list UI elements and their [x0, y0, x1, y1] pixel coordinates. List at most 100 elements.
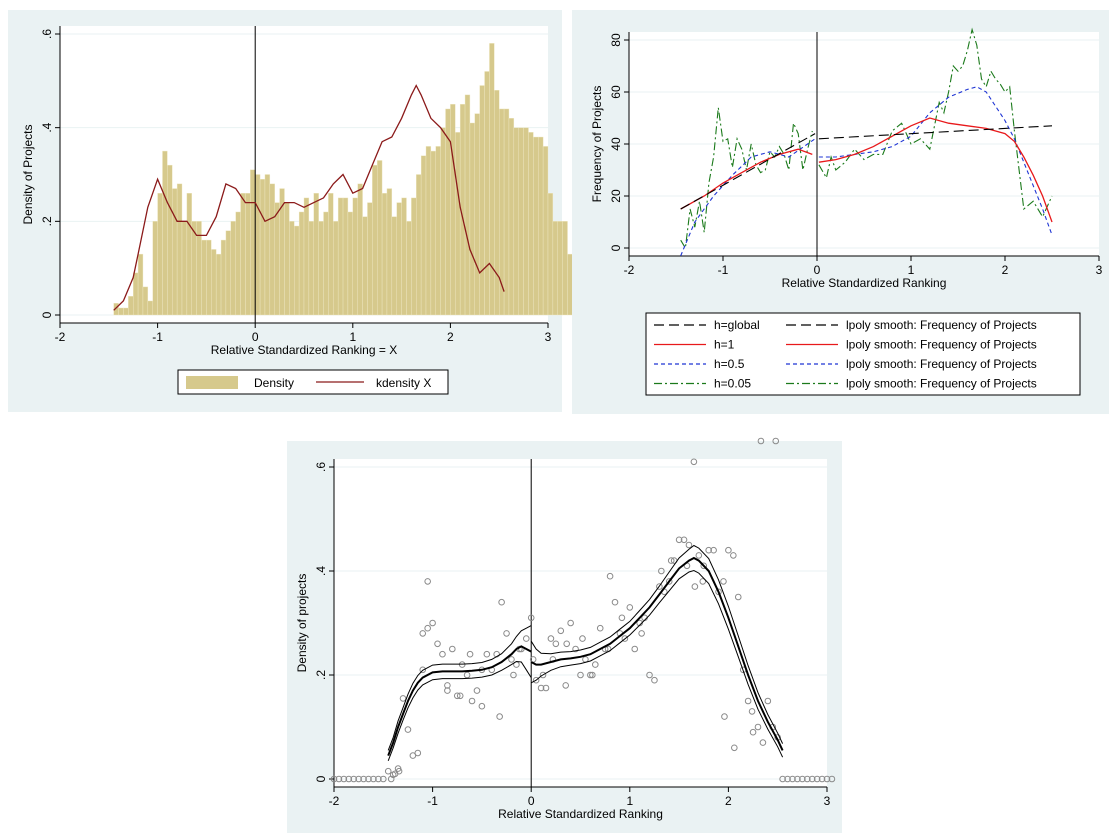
histogram-bar	[318, 221, 324, 316]
histogram-bar	[333, 221, 339, 316]
scatter-point	[596, 624, 604, 632]
histogram-bar	[542, 146, 549, 316]
scatter-point	[591, 661, 599, 668]
histogram-bar	[294, 225, 300, 316]
histogram-bar	[201, 239, 207, 316]
scatter-point	[734, 593, 742, 601]
scatter-point	[453, 692, 461, 700]
scatter-point	[404, 726, 412, 733]
histogram-bar	[337, 197, 344, 316]
scatter-point	[803, 775, 811, 783]
x-tick-label: 0	[252, 330, 259, 344]
scatter-point	[414, 749, 422, 757]
x-tick-label: -1	[427, 794, 438, 808]
scatter-point	[799, 775, 806, 783]
scatter-point	[399, 695, 407, 702]
histogram-bar	[123, 307, 129, 316]
y-tick-label: .6	[314, 462, 328, 472]
scatter-point	[748, 708, 756, 715]
histogram-bar	[494, 89, 500, 316]
x-tick-label: 3	[824, 794, 831, 808]
scatter-point	[675, 536, 683, 544]
histogram-bar	[181, 221, 188, 316]
histogram-bar	[440, 127, 446, 316]
scatter-point	[685, 541, 693, 549]
scatter-point	[360, 775, 367, 783]
scatter-chart: 0 .2 .4 .6 -2 -1 0 1 2 3 Relative Standardized Ran…	[295, 437, 836, 821]
histogram-bar	[240, 193, 246, 316]
histogram-bar	[211, 249, 217, 316]
histogram-bar	[538, 136, 544, 316]
series-line-h-1	[818, 117, 1053, 223]
scatter-point	[563, 640, 570, 648]
series-line-h-0-5	[680, 138, 816, 257]
histogram-bar	[479, 85, 485, 316]
scatter-point	[680, 536, 688, 544]
y-tick-label: .2	[40, 216, 54, 226]
histogram-bar	[420, 155, 427, 316]
histogram-bar	[474, 113, 480, 316]
histogram-bar	[533, 136, 539, 316]
scatter-point	[589, 671, 596, 679]
histogram-bar	[381, 193, 388, 316]
scatter-point	[656, 583, 663, 590]
y-tick-label: 60	[609, 85, 623, 99]
scatter-point	[828, 775, 836, 783]
y-tick-label: .6	[40, 29, 54, 39]
histogram-bar	[372, 164, 378, 316]
histogram-bar	[523, 127, 529, 316]
scatter-point	[335, 775, 343, 783]
legend-swatch-density	[186, 376, 238, 389]
histogram-bar	[489, 43, 495, 316]
scatter-point	[646, 671, 653, 679]
x-tick-label: 3	[1096, 263, 1103, 277]
scatter-point	[579, 635, 586, 642]
x-tick-label: 1	[626, 794, 633, 808]
legend-label: lpoly smooth: Frequency of Projects	[846, 318, 1037, 332]
scatter-point	[606, 572, 614, 580]
y-axis-title: Frequency of Projects	[590, 86, 604, 203]
scatter-point	[503, 630, 510, 637]
scatter-point	[764, 697, 772, 705]
series-line-h-0-05	[818, 27, 1053, 218]
y-axis-title: Density of Projects	[21, 124, 35, 224]
histogram-bar	[362, 216, 368, 316]
scatter-point	[794, 775, 801, 783]
histogram-bar	[367, 202, 373, 316]
scatter-panel: 0 .2 .4 .6 -2 -1 0 1 2 3 Relative Standardized Ran…	[287, 437, 842, 833]
scatter-point	[387, 775, 395, 783]
y-tick-label: .4	[40, 122, 54, 132]
scatter-point	[658, 567, 665, 575]
scatter-point	[508, 656, 515, 663]
histogram-bar	[557, 221, 563, 316]
scatter-point	[705, 546, 712, 554]
scatter-point	[355, 775, 362, 783]
scatter-point	[552, 640, 560, 648]
scatter-point	[340, 775, 348, 783]
scatter-point	[375, 775, 382, 783]
histogram-bar	[328, 193, 334, 316]
scatter-point	[380, 775, 387, 783]
x-tick-label: 2	[1002, 263, 1009, 277]
scatter-point	[710, 546, 717, 554]
scatter-point	[699, 578, 707, 585]
y-tick-label: .2	[314, 670, 328, 680]
scatter-point	[557, 627, 565, 635]
histogram-bar	[230, 221, 236, 316]
histogram-bar	[289, 221, 295, 316]
histogram-bar	[416, 174, 422, 316]
ci-lower-line	[387, 660, 532, 761]
histogram-bar	[425, 146, 432, 316]
legend-label: h=0.05	[714, 377, 751, 391]
scatter-point	[483, 650, 491, 658]
x-tick-label: 2	[725, 794, 732, 808]
histogram-bar	[503, 108, 510, 316]
histogram-bar	[469, 122, 476, 316]
x-tick-label: 1	[908, 263, 915, 277]
scatter-point	[478, 702, 486, 710]
scatter-point	[567, 619, 574, 627]
scatter-point	[395, 767, 403, 775]
histogram-bar	[484, 71, 490, 316]
scatter-point	[542, 684, 550, 692]
scatter-point	[784, 775, 791, 783]
